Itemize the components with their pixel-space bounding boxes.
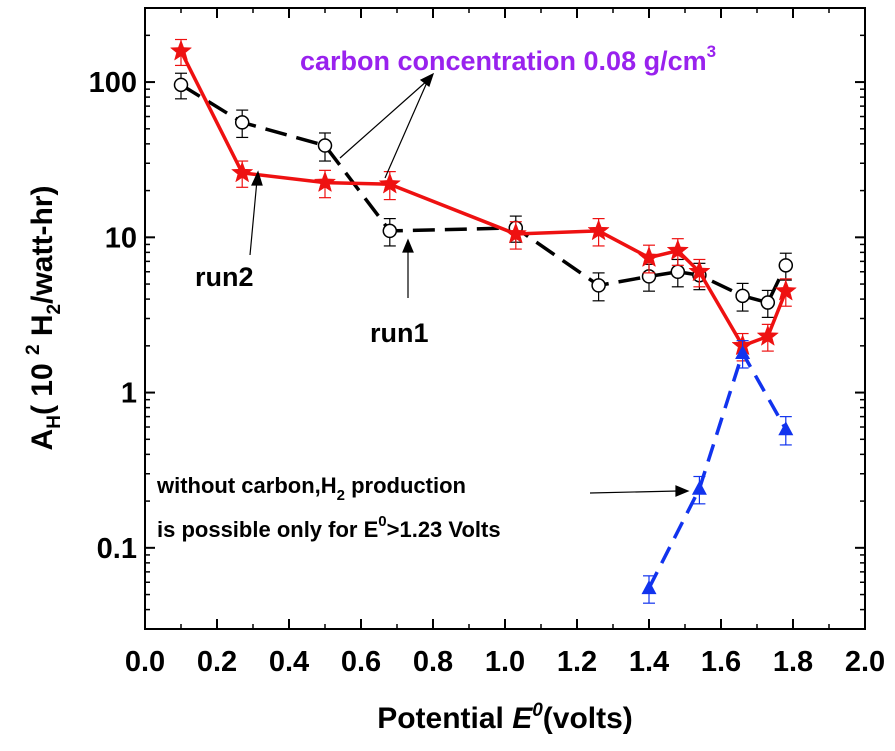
annotation-arrows	[249, 72, 690, 497]
note-line-1: without carbon,H2 production	[156, 473, 466, 504]
arrowhead-title	[419, 72, 435, 87]
data-point	[641, 580, 657, 595]
y-tick-label: 10	[105, 222, 137, 254]
data-point	[688, 260, 711, 282]
data-point	[670, 264, 686, 280]
run1-label: run1	[370, 318, 429, 348]
data-point	[587, 219, 610, 241]
y-tick-label: 100	[89, 67, 137, 99]
x-tick-label: 0.0	[125, 646, 165, 678]
arrow-title-2	[384, 79, 429, 179]
arrowhead-note	[675, 485, 690, 497]
series-line	[647, 348, 788, 589]
data-point	[591, 278, 606, 293]
x-tick-label: 0.8	[413, 646, 453, 678]
data-point	[666, 238, 689, 261]
series-series-3	[641, 340, 794, 604]
data-point	[231, 161, 254, 183]
data-point	[313, 170, 337, 193]
arrowhead-run2	[251, 170, 263, 186]
data-point	[637, 245, 661, 268]
title-annotation: carbon concentration 0.08 g/cm3	[300, 42, 716, 76]
y-axis-title: AH( 10 2 H2/watt-hr)	[23, 186, 65, 451]
y-tick-label: 0.1	[97, 533, 137, 565]
data-point	[234, 115, 250, 130]
x-tick-label: 1.8	[773, 646, 813, 678]
data-point	[504, 222, 527, 244]
data-point	[691, 480, 707, 495]
data-point	[735, 288, 750, 304]
axes: 0.0 0.2 0.4 0.6 0.8 1.0 1.2 1.4 1.6 1.8 2.0 0.1 1 10 1…	[89, 8, 885, 678]
x-tick-label: 0.4	[269, 646, 309, 678]
x-tick-label: 2.0	[845, 646, 885, 678]
x-tick-label: 0.6	[341, 646, 381, 678]
run2-label: run2	[195, 262, 254, 292]
data-point	[760, 295, 776, 310]
series-layer	[169, 38, 797, 604]
data-point	[173, 77, 189, 93]
data-point	[756, 324, 779, 346]
data-point	[778, 258, 794, 273]
data-point	[382, 223, 398, 239]
data-point	[378, 172, 401, 194]
data-point	[774, 279, 797, 301]
y-tick-label: 1	[121, 378, 137, 410]
x-axis-title: Potential E0(volts)	[377, 700, 633, 735]
arrowhead-run1	[402, 238, 414, 253]
x-tick-label: 1.6	[701, 646, 741, 678]
series-run2	[169, 38, 797, 362]
x-tick-label: 1.0	[485, 646, 525, 678]
x-tick-label: 1.4	[629, 646, 669, 678]
data-point	[169, 39, 193, 61]
arrow-title-1	[339, 79, 429, 159]
data-point	[317, 138, 333, 153]
plot-area	[144, 7, 866, 630]
arrow-run2	[249, 179, 258, 256]
data-point	[778, 421, 794, 436]
note-line-2: is possible only for E0>1.23 Volts	[157, 513, 501, 542]
data-point	[735, 344, 751, 359]
x-tick-label: 0.2	[197, 646, 237, 678]
arrow-note	[589, 490, 679, 494]
x-tick-label: 1.2	[557, 646, 597, 678]
